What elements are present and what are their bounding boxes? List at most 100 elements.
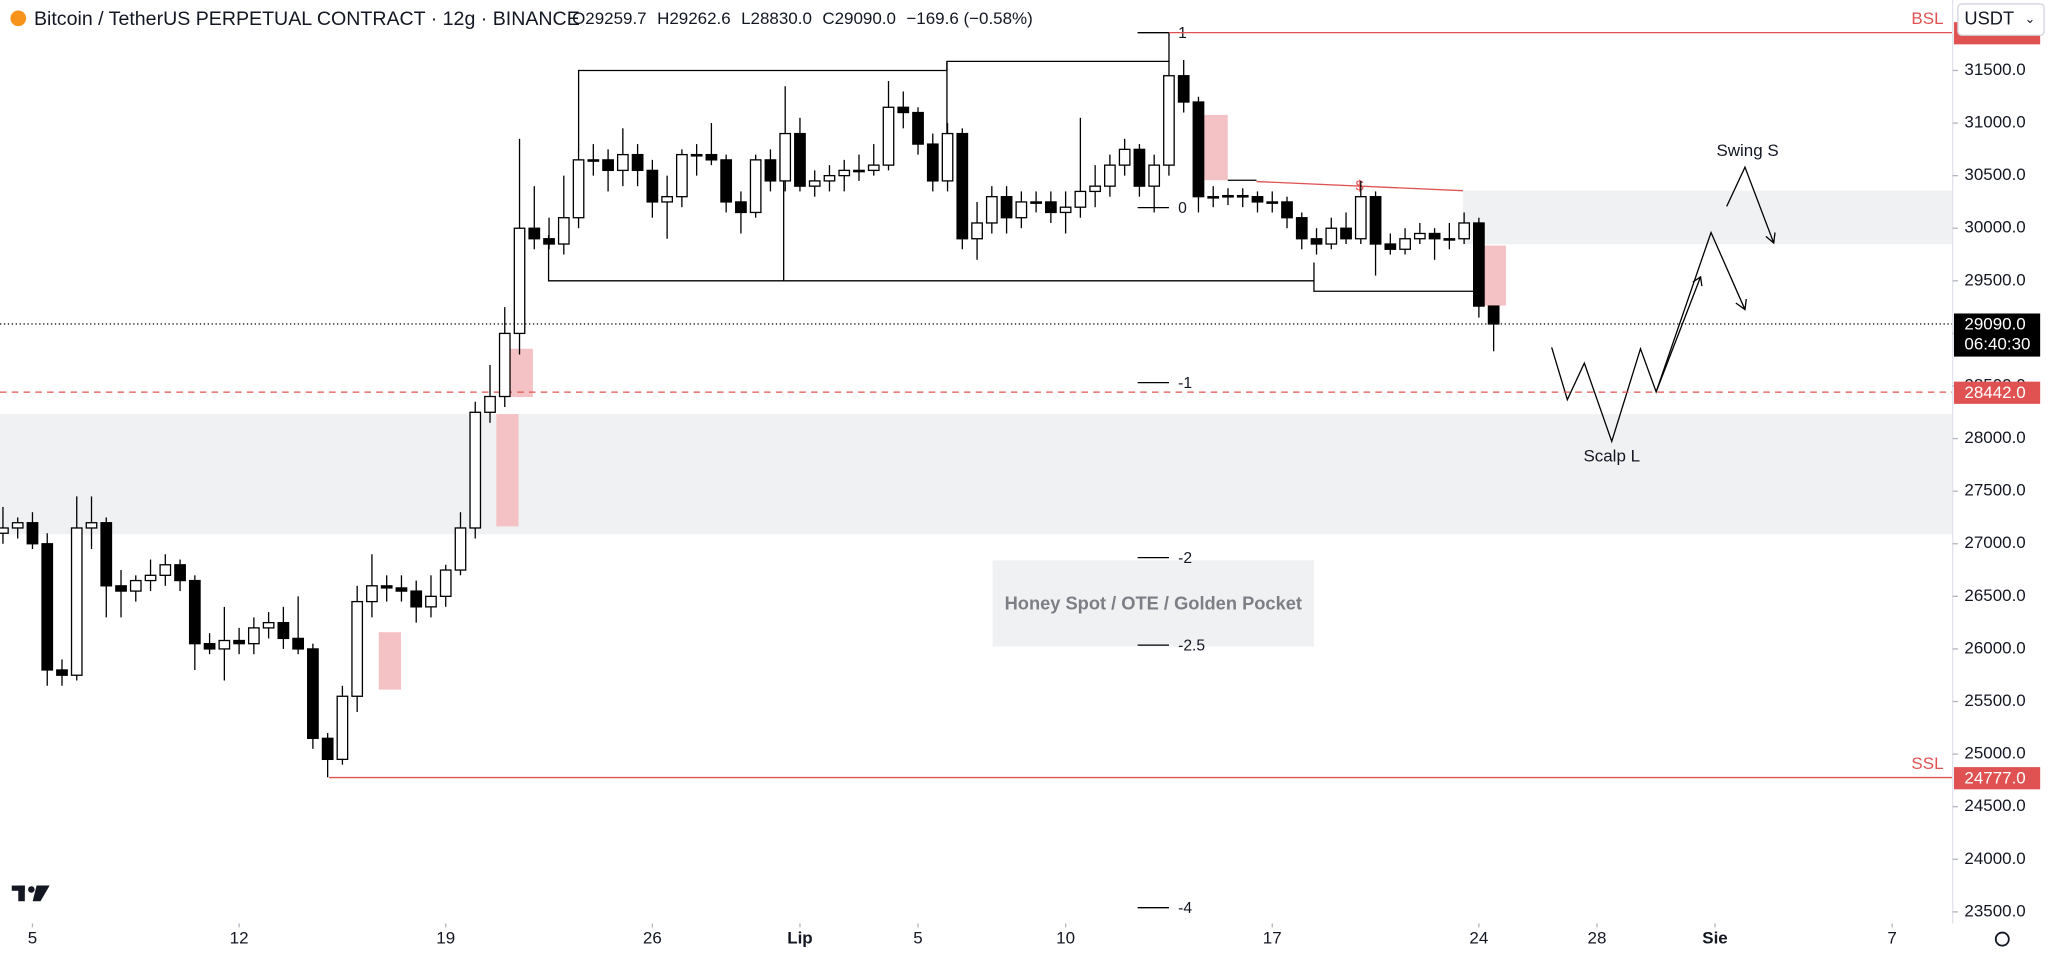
candle-body <box>1089 185 1102 193</box>
fib-label: -2.5 <box>1178 638 1205 655</box>
candle-body <box>720 159 733 203</box>
currency[interactable]: USDT <box>1964 7 2014 28</box>
candle-body <box>321 737 334 761</box>
y-tick-label: 25000.0 <box>1964 744 2025 763</box>
x-tick-label: Lip <box>787 929 812 948</box>
price-tag <box>1953 381 2041 404</box>
annotation: Swing S <box>1716 141 1778 160</box>
candle-body <box>867 164 880 172</box>
candle-body <box>1399 238 1411 250</box>
y-tick-label: 26000.0 <box>1964 638 2025 657</box>
candle-body <box>11 522 24 529</box>
ote-zone <box>992 560 1314 647</box>
candle-body <box>587 159 600 162</box>
demand-zone <box>0 414 1953 535</box>
candle-body <box>1443 238 1456 241</box>
y-tick-label: 29500.0 <box>1964 270 2025 289</box>
candle-body <box>233 639 245 645</box>
candle-body <box>159 564 172 576</box>
fvg <box>1201 114 1228 181</box>
candle-body <box>1118 148 1131 166</box>
candle-body <box>307 648 319 739</box>
annotation: Scalp L <box>1583 447 1640 466</box>
ohlc-legend: O29259.7 H29262.6 L28830.0 C29090.0 −169.6 (… <box>572 9 1033 28</box>
candle-body <box>1428 232 1441 240</box>
projection <box>1551 165 1776 444</box>
fvg-boxes <box>378 114 1506 690</box>
candle-body <box>1207 196 1220 199</box>
x-tick-label: 12 <box>230 929 249 948</box>
y-tick-label: 28000.0 <box>1964 428 2025 447</box>
last-price-label: 29090.0 <box>1964 315 2025 334</box>
swing-path <box>1655 230 1746 393</box>
y-tick-label: 26500.0 <box>1964 586 2025 605</box>
range-bottom <box>1313 262 1474 292</box>
candle-body <box>469 411 482 529</box>
price-tag-label: 28442.0 <box>1964 383 2025 402</box>
candle-body <box>1384 243 1397 250</box>
candle-body <box>1015 201 1028 219</box>
candle-body <box>26 522 39 545</box>
candle-body <box>1281 201 1293 219</box>
logo-part <box>28 886 35 893</box>
ohlc-value: H29262.6 <box>657 9 731 28</box>
level-name: SSL <box>1911 754 1943 773</box>
candle-body <box>425 595 437 608</box>
fib-label: -2 <box>1178 550 1192 567</box>
candle-body <box>144 574 157 582</box>
candle-body <box>912 111 924 145</box>
candle-body <box>1163 75 1175 166</box>
candle-body <box>631 153 644 172</box>
candle-body <box>498 332 511 398</box>
candle-body <box>41 543 54 671</box>
candle-body <box>1222 194 1234 198</box>
supply-zone <box>1462 190 1953 245</box>
candle-body <box>838 169 851 177</box>
candle-body <box>70 527 83 676</box>
y-tick-label: 30000.0 <box>1964 218 2025 237</box>
y-tick-label: 24000.0 <box>1964 849 2025 868</box>
y-tick-label: 30500.0 <box>1964 165 2025 184</box>
candle-body <box>336 695 349 761</box>
arrowhead <box>1692 275 1703 287</box>
ohlc-value: −169.6 (−0.58%) <box>906 9 1032 28</box>
candle-body <box>646 169 659 203</box>
candle-body <box>366 585 378 603</box>
logo-part <box>32 885 50 902</box>
candle-body <box>794 132 806 187</box>
candle-body <box>926 143 939 182</box>
x-tick-label: 19 <box>436 929 455 948</box>
candle-body <box>0 527 9 534</box>
candle-body <box>277 621 290 640</box>
candle-body <box>690 153 703 157</box>
candle-body <box>1177 75 1190 103</box>
price-tag <box>1953 767 2041 790</box>
candle-body <box>513 227 526 335</box>
candle-body <box>1487 305 1500 325</box>
last-price-tag <box>1953 313 2041 357</box>
fib-label: 1 <box>1178 25 1187 42</box>
candle-body <box>1044 201 1057 214</box>
settings-icon[interactable] <box>1994 931 2010 947</box>
candle-body <box>439 569 452 597</box>
candle-body <box>661 196 673 203</box>
candle-body <box>484 395 496 413</box>
candle-body <box>351 600 364 697</box>
currency-button[interactable] <box>1957 3 2045 36</box>
x-tick-label: 10 <box>1056 929 1075 948</box>
candle-body <box>115 585 127 592</box>
candle-body <box>410 590 423 608</box>
swing-path <box>1726 165 1775 244</box>
candle-body <box>676 153 688 198</box>
candle-body <box>262 621 275 629</box>
ohlc-value: L28830.0 <box>741 9 812 28</box>
y-tick-label: 24500.0 <box>1964 796 2025 815</box>
x-tick-label: 24 <box>1469 929 1488 948</box>
currency-caret[interactable]: ⌄ <box>2024 11 2035 26</box>
candle-body <box>188 579 201 645</box>
candle-body <box>1059 206 1072 214</box>
candle-body <box>971 222 983 240</box>
candle-body <box>247 627 260 645</box>
annotation: $ <box>1356 179 1364 195</box>
